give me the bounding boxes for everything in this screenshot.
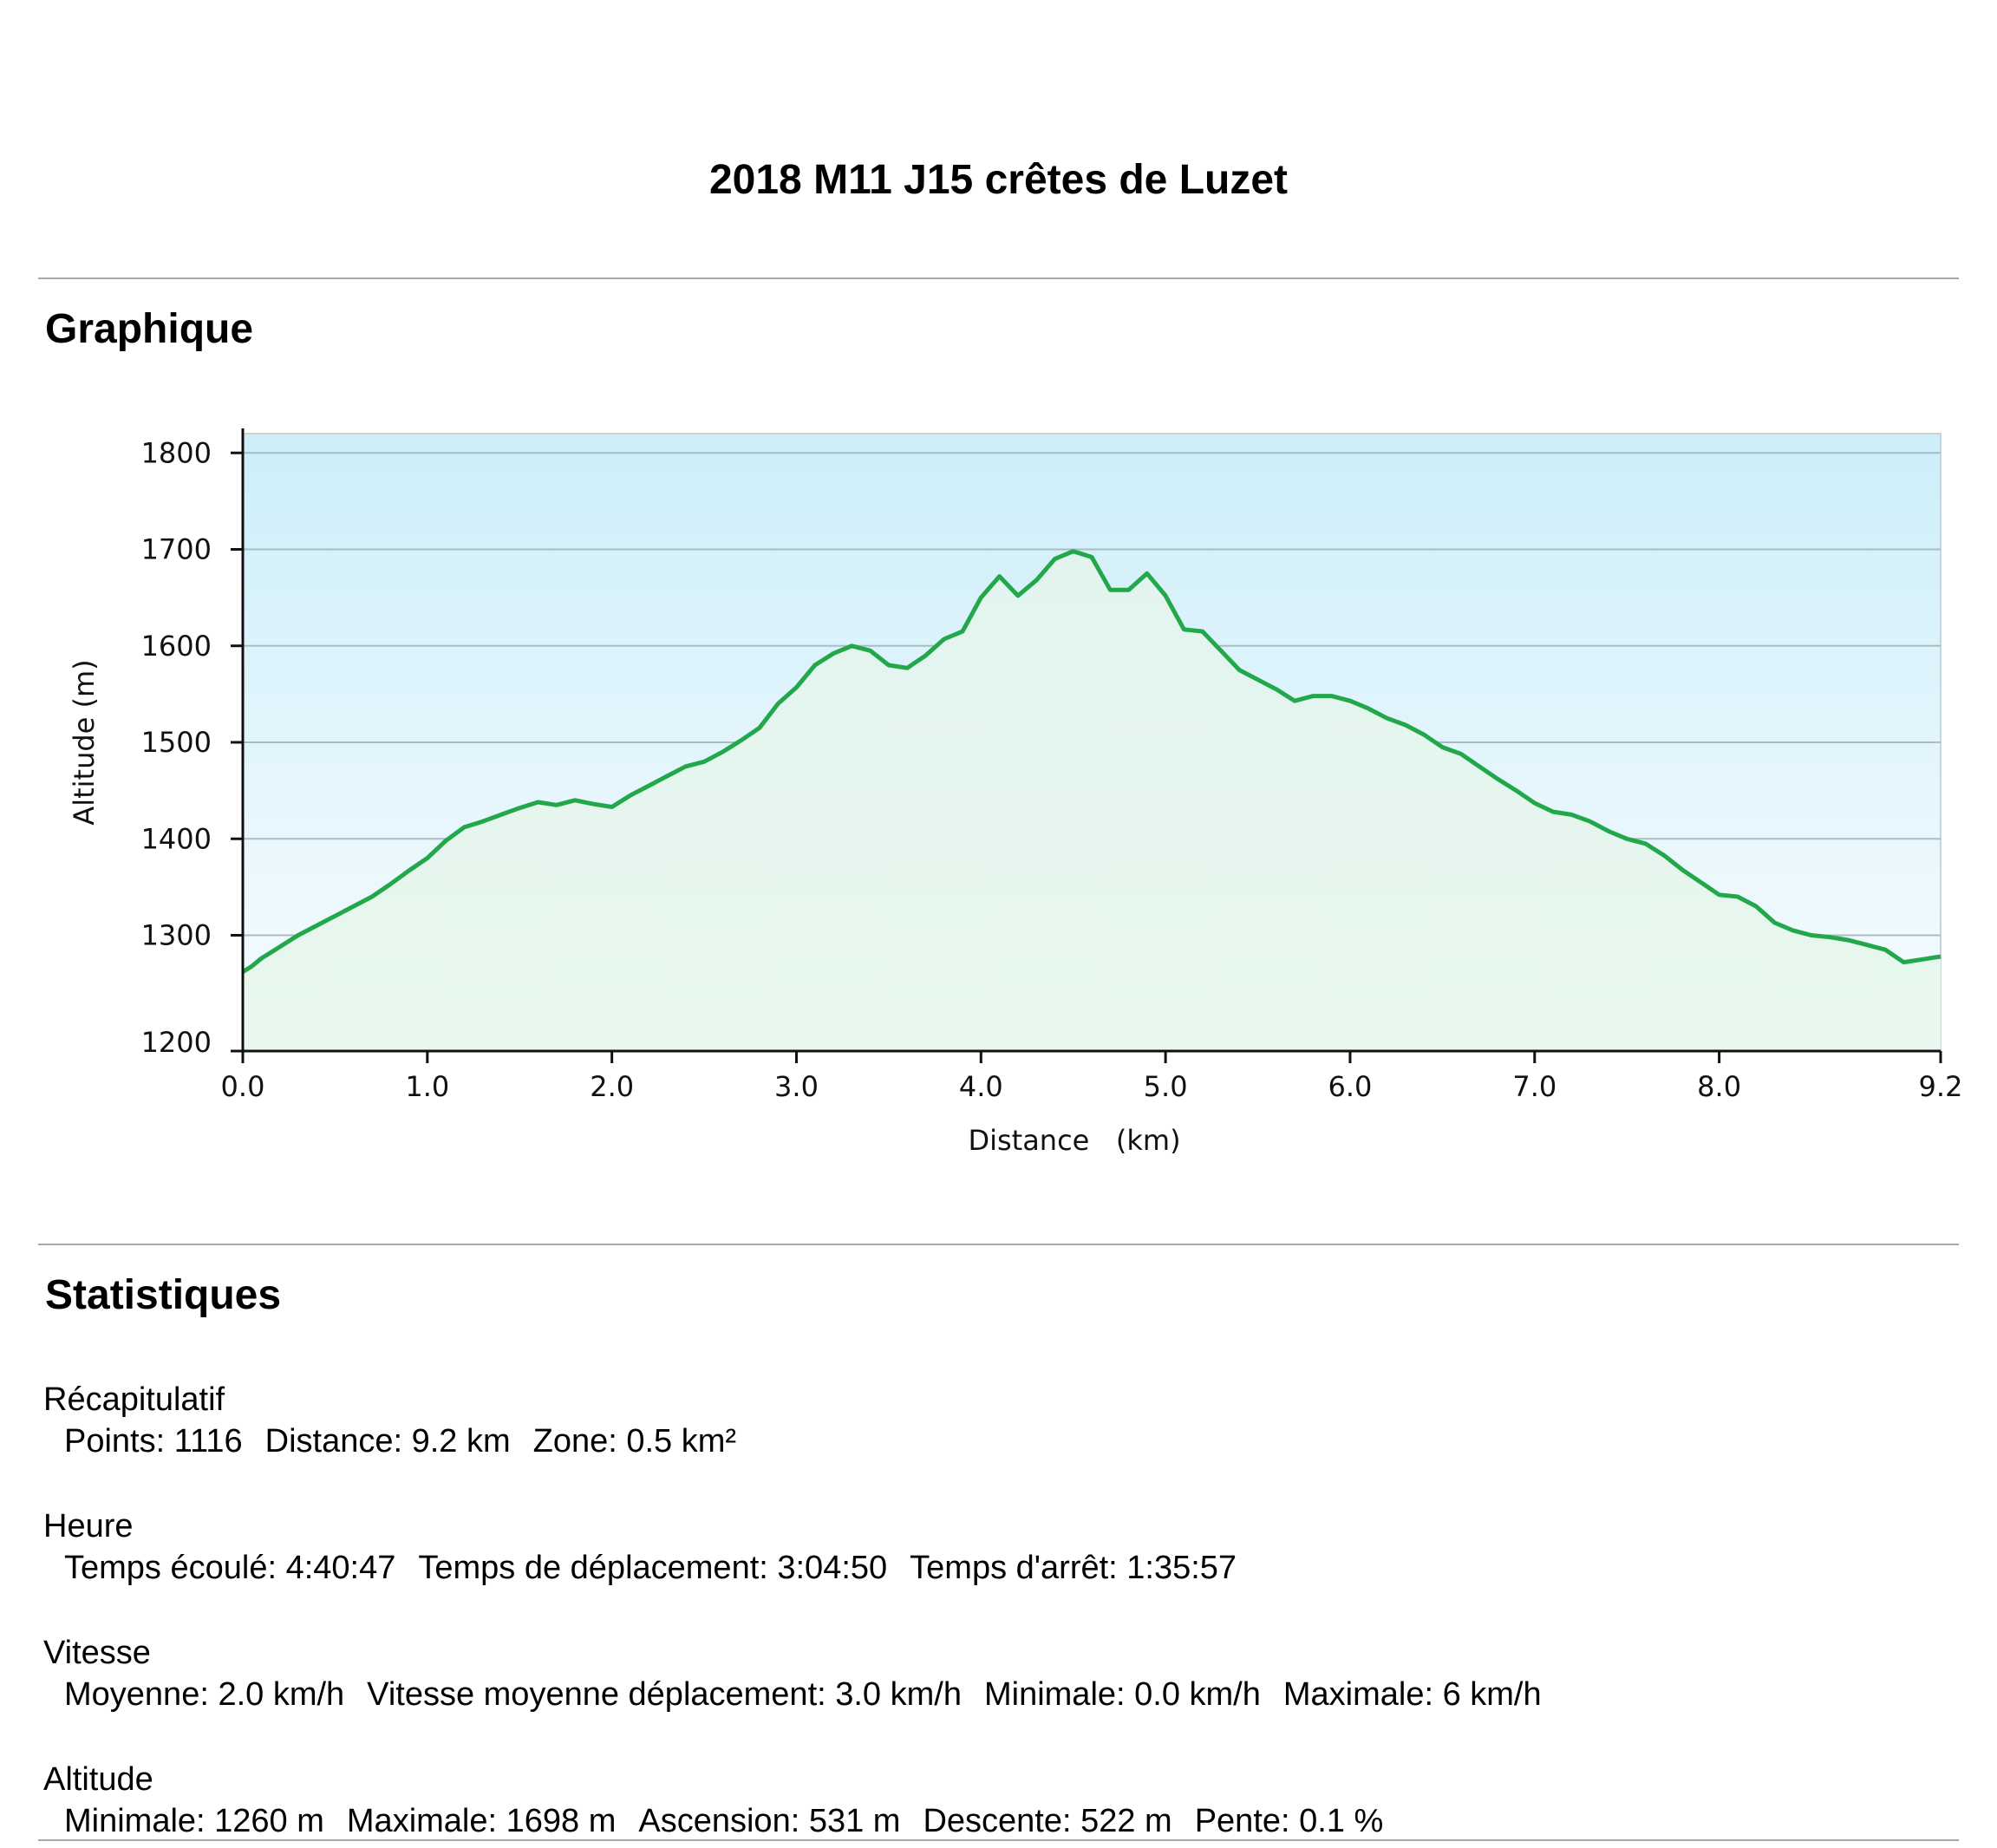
x-tick-label: 7.0 — [1512, 1070, 1556, 1103]
stat-group-altitude: Altitude Minimale: 1260 m Maximale: 1698 … — [43, 1759, 1406, 1842]
x-tick-label: 2.0 — [590, 1070, 634, 1103]
stat-heading: Récapitulatif — [43, 1381, 225, 1418]
stat-line: Minimale: 1260 m Maximale: 1698 m Ascensio… — [43, 1800, 1406, 1842]
elevation-chart: 0.0 1.0 2.0 3.0 4.0 5.0 6.0 7.0 8.0 9.2 120013001… — [68, 428, 1963, 1157]
stat-heading: Heure — [43, 1508, 134, 1544]
stat-points: Points: 1116 — [64, 1423, 243, 1459]
section-title-graph: Graphique — [45, 306, 254, 352]
stat-min-speed: Minimale: 0.0 km/h — [983, 1676, 1261, 1713]
stat-max-altitude: Maximale: 1698 m — [346, 1803, 617, 1839]
stat-heading: Altitude — [43, 1761, 153, 1798]
stat-moving-time: Temps de déplacement: 3:04:50 — [418, 1550, 888, 1586]
y-tick-label: 1500 — [141, 726, 212, 759]
stat-descent: Descente: 522 m — [923, 1803, 1172, 1839]
x-tick-label: 5.0 — [1144, 1070, 1188, 1103]
x-axis-ticks: 0.0 1.0 2.0 3.0 4.0 5.0 6.0 7.0 8.0 9.2 — [221, 1051, 1963, 1103]
elevation-area — [243, 551, 1941, 1051]
stat-distance: Distance: 9.2 km — [264, 1423, 511, 1459]
y-tick-label: 1600 — [141, 630, 212, 663]
stat-max-speed: Maximale: 6 km/h — [1282, 1676, 1542, 1713]
x-axis-title: Distance (km) — [968, 1124, 1180, 1157]
stat-slope: Pente: 0.1 % — [1194, 1803, 1384, 1839]
axes — [241, 428, 1941, 1053]
stat-group-time: Heure Temps écoulé: 4:40:47 Temps de dépl… — [43, 1505, 1259, 1589]
x-tick-label: 9.2 — [1919, 1070, 1963, 1103]
elevation-line — [241, 549, 1942, 974]
stat-group-speed: Vitesse Moyenne: 2.0 km/h Vitesse moyenne… — [43, 1632, 1564, 1715]
divider-bottom — [38, 1839, 1959, 1841]
stat-line: Points: 1116 Distance: 9.2 km Zone: 0.5 km… — [43, 1420, 759, 1462]
stat-ascent: Ascension: 531 m — [638, 1803, 901, 1839]
stat-line: Moyenne: 2.0 km/h Vitesse moyenne déplace… — [43, 1674, 1564, 1715]
stat-heading: Vitesse — [43, 1635, 151, 1671]
y-axis-title: Altitude (m) — [68, 659, 101, 825]
stat-elapsed-time: Temps écoulé: 4:40:47 — [64, 1550, 396, 1586]
y-tick-label: 1300 — [141, 919, 212, 952]
x-tick-label: 3.0 — [774, 1070, 819, 1103]
stat-stopped-time: Temps d'arrêt: 1:35:57 — [910, 1550, 1237, 1586]
x-tick-label: 0.0 — [221, 1070, 265, 1103]
divider-top — [38, 278, 1959, 279]
divider-middle — [38, 1244, 1959, 1245]
x-tick-label: 1.0 — [405, 1070, 449, 1103]
y-tick-label: 1800 — [141, 436, 212, 469]
stat-min-altitude: Minimale: 1260 m — [64, 1803, 324, 1839]
stat-line: Temps écoulé: 4:40:47 Temps de déplacemen… — [43, 1547, 1259, 1589]
x-tick-label: 6.0 — [1328, 1070, 1373, 1103]
y-tick-label: 1400 — [141, 822, 212, 855]
page-title: 2018 M11 J15 crêtes de Luzet — [708, 157, 1289, 203]
stat-zone: Zone: 0.5 km² — [532, 1423, 737, 1459]
stat-avg-speed: Moyenne: 2.0 km/h — [64, 1676, 345, 1713]
y-axis-ticks: 1200 1300 1400 1500 1600 1700 1800 — [141, 436, 243, 1059]
y-tick-label: 1200 — [141, 1026, 212, 1059]
x-tick-label: 8.0 — [1697, 1070, 1741, 1103]
section-title-stats: Statistiques — [45, 1272, 282, 1318]
stat-moving-avg-speed: Vitesse moyenne déplacement: 3.0 km/h — [367, 1676, 962, 1713]
x-tick-label: 4.0 — [959, 1070, 1003, 1103]
y-tick-label: 1700 — [141, 533, 212, 566]
stat-group-summary: Récapitulatif Points: 1116 Distance: 9.2 … — [43, 1379, 759, 1462]
